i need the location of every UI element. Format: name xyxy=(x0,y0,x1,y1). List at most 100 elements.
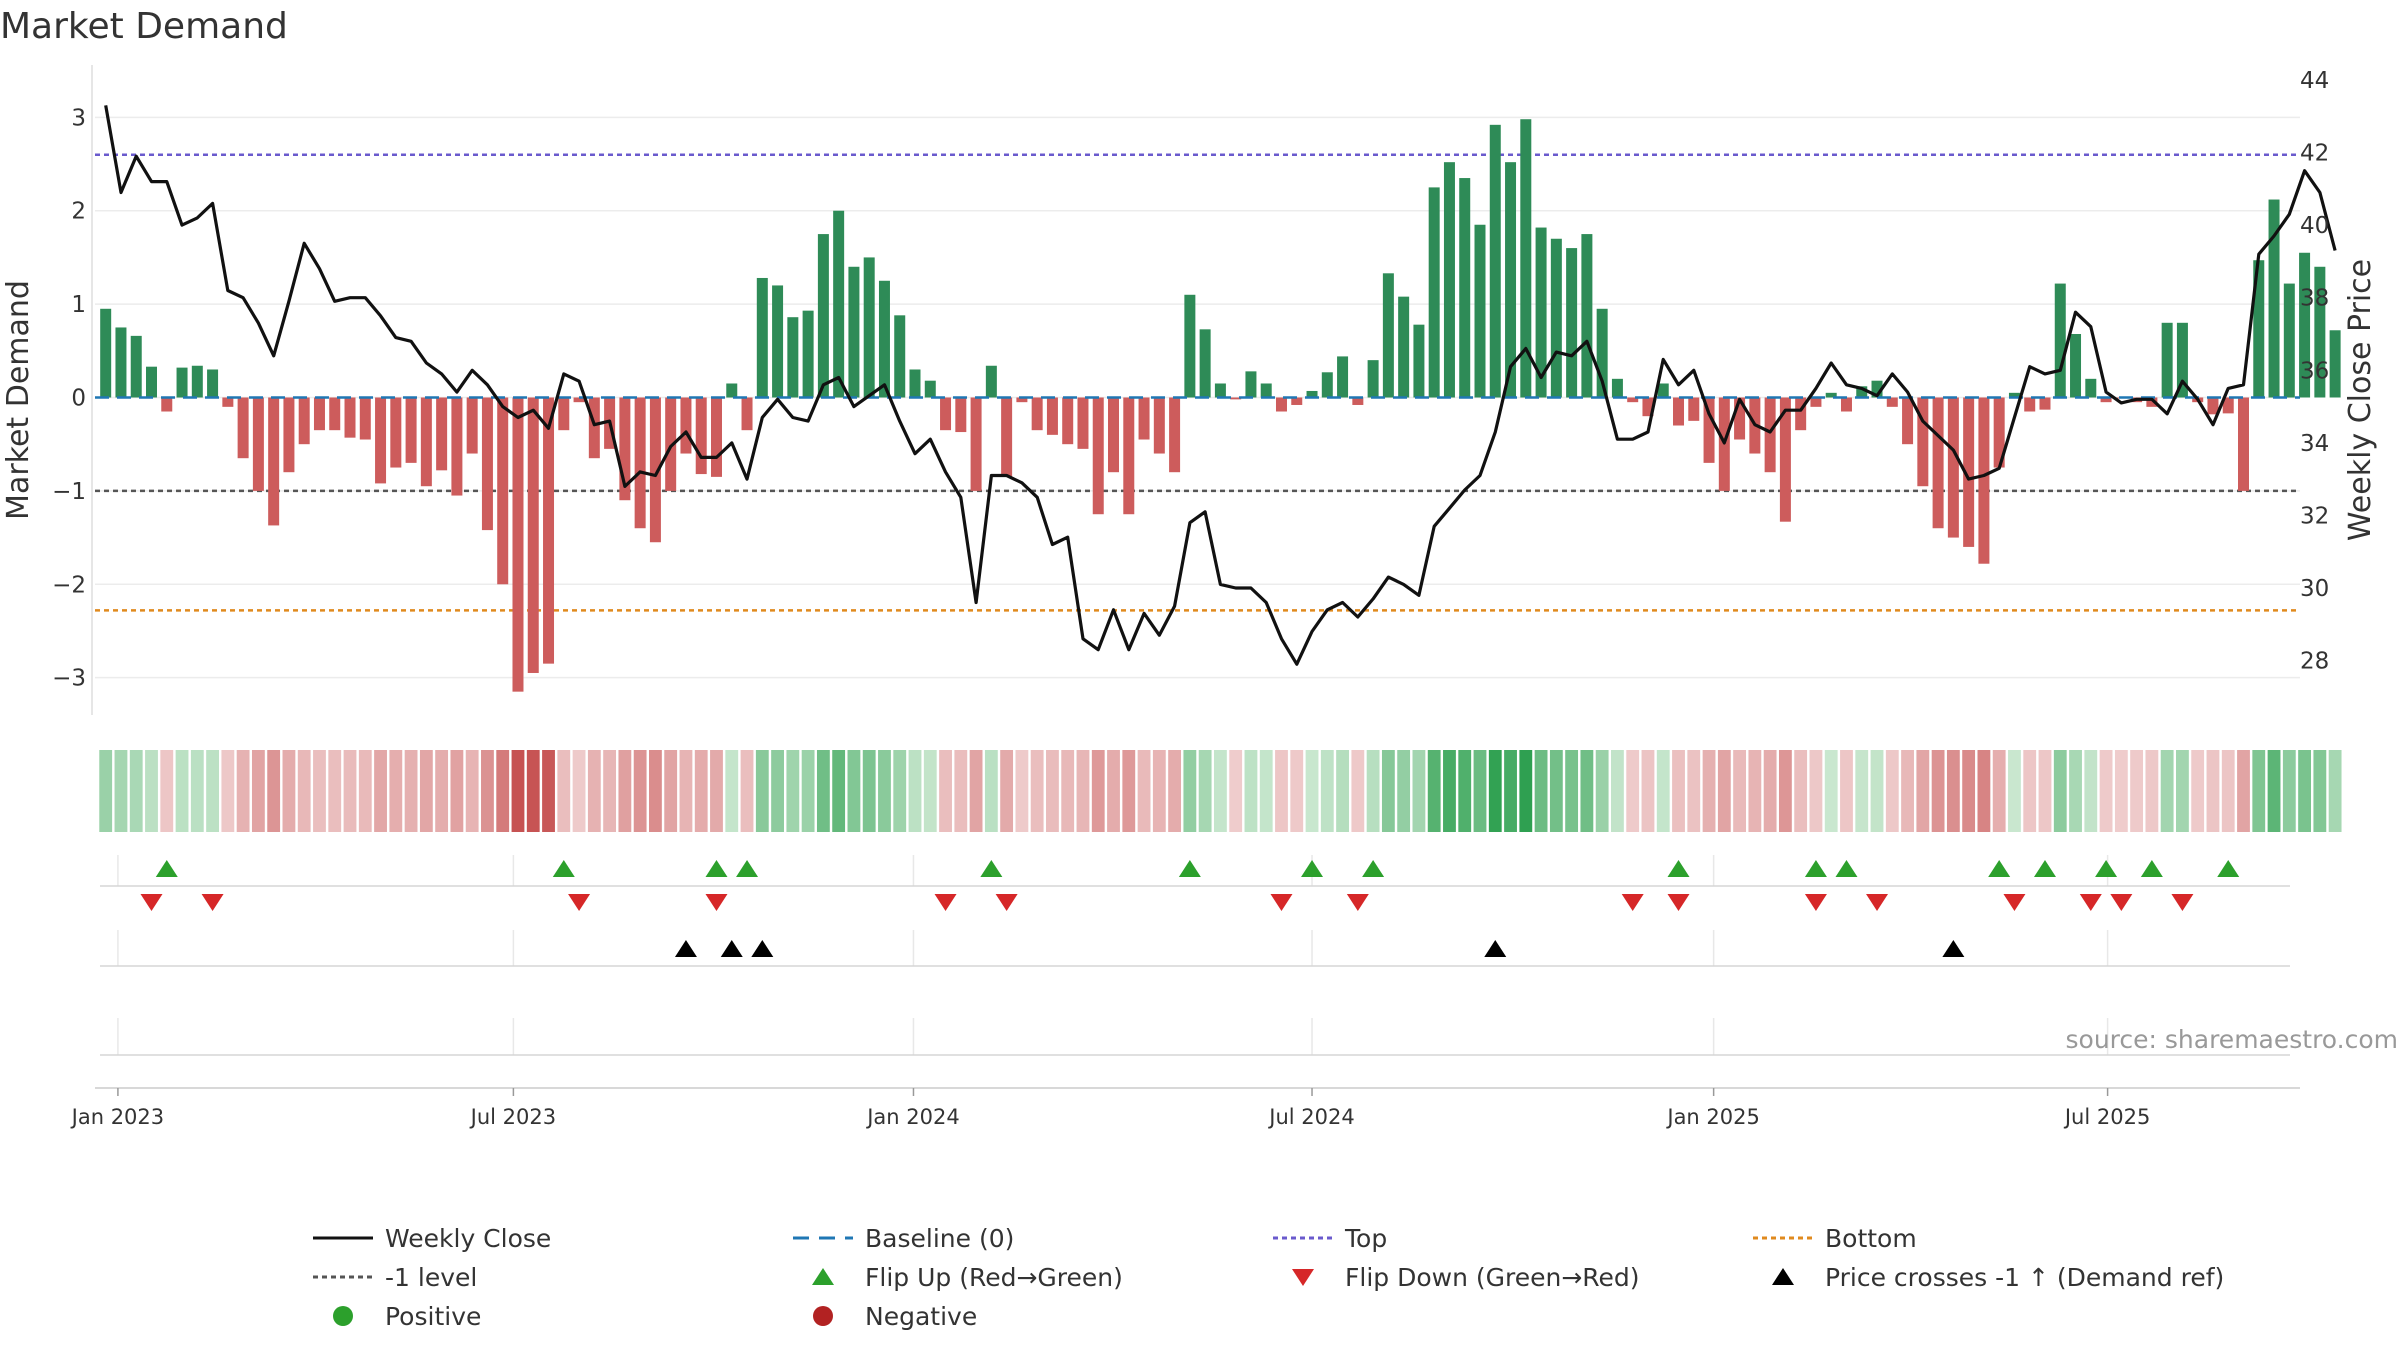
demand-bar xyxy=(1153,397,1165,454)
heatmap-cell xyxy=(267,750,281,832)
heatmap-cell xyxy=(1351,750,1365,832)
demand-bar xyxy=(940,397,952,431)
y-tick-right: 30 xyxy=(2300,576,2329,602)
heatmap-cell xyxy=(2221,750,2235,832)
heatmap-cell xyxy=(1840,750,1853,832)
heatmap-cell xyxy=(1885,750,1899,832)
price-cross-marker xyxy=(751,940,774,957)
demand-bar xyxy=(2161,322,2173,398)
heatmap-cell xyxy=(2298,750,2311,832)
demand-bar xyxy=(191,365,203,398)
x-tick-label: Jul 2023 xyxy=(469,1105,556,1129)
heatmap-cell xyxy=(908,750,922,832)
demand-bar xyxy=(283,397,295,473)
heatmap-cell xyxy=(1198,750,1212,832)
flip-down-marker xyxy=(2171,894,2194,911)
flip-up-marker xyxy=(2217,860,2240,877)
demand-bar xyxy=(1275,397,1287,412)
heatmap-cell xyxy=(664,750,678,832)
heatmap-cell xyxy=(481,750,494,832)
flip-up-marker xyxy=(980,860,1003,877)
heatmap-cell xyxy=(1381,750,1395,832)
heatmap-cell xyxy=(1061,750,1075,832)
heatmap-cell xyxy=(374,750,387,832)
y-tick-right: 42 xyxy=(2300,141,2329,167)
heatmap-cell xyxy=(1183,750,1197,832)
heatmap-cell xyxy=(954,750,968,832)
demand-bar xyxy=(1810,397,1822,407)
demand-bar xyxy=(252,397,264,491)
demand-bar xyxy=(1779,397,1791,522)
flip-up-marker xyxy=(1667,860,1690,877)
heatmap-cell xyxy=(2267,750,2281,832)
heatmap-cell xyxy=(2191,750,2205,832)
heatmap-cell xyxy=(969,750,983,832)
heatmap-cell xyxy=(1458,750,1472,832)
demand-bar xyxy=(955,397,967,433)
demand-bar xyxy=(207,369,219,398)
demand-bar xyxy=(1306,390,1318,398)
flip-down-marker xyxy=(1804,894,1827,911)
demand-bar xyxy=(2238,397,2249,491)
heatmap-cell xyxy=(1916,750,1930,832)
demand-bar xyxy=(2268,199,2280,398)
heatmap-cell xyxy=(1519,750,1533,832)
heatmap-cell xyxy=(740,750,754,832)
heatmap-cell xyxy=(618,750,632,832)
demand-bar xyxy=(1932,397,1944,529)
heatmap-cell xyxy=(725,750,739,832)
legend-label: Weekly Close xyxy=(385,1224,551,1253)
heatmap-cell xyxy=(542,750,555,832)
demand-bar xyxy=(329,397,341,431)
heatmap-cell xyxy=(1687,750,1701,832)
y-tick-right: 36 xyxy=(2300,358,2329,384)
demand-bar xyxy=(527,397,539,673)
demand-bar xyxy=(1382,273,1394,398)
heatmap-cell xyxy=(145,750,158,832)
heatmap-cell xyxy=(1030,750,1044,832)
y-axis-label-left: Market Demand xyxy=(1,280,36,520)
heatmap-cell xyxy=(648,750,662,832)
heatmap-cell xyxy=(1901,750,1914,832)
demand-bar xyxy=(451,397,463,496)
demand-bar xyxy=(1520,119,1532,398)
flip-up-marker xyxy=(1362,860,1385,877)
heatmap-cell xyxy=(893,750,907,832)
demand-bar xyxy=(1337,356,1349,398)
demand-bar xyxy=(1245,371,1257,398)
demand-bars xyxy=(95,119,2341,692)
demand-bar xyxy=(710,397,722,477)
heatmap-cell xyxy=(496,750,510,832)
signal-rows xyxy=(95,855,2300,1089)
flip-up-marker xyxy=(2095,860,2118,877)
heatmap-cell xyxy=(206,750,219,832)
heatmap-cell xyxy=(1259,750,1273,832)
demand-bar xyxy=(268,397,280,526)
demand-bar xyxy=(1108,397,1120,473)
demand-bar xyxy=(1550,238,1562,398)
heatmap-cell xyxy=(587,750,601,832)
flip-up-marker xyxy=(1835,860,1858,877)
heatmap-cell xyxy=(1672,750,1685,832)
flip-up-marker xyxy=(1988,860,2011,877)
demand-bar xyxy=(1199,329,1211,398)
demand-bar xyxy=(634,397,646,529)
legend-marker-negative xyxy=(813,1306,833,1326)
heatmap-cell xyxy=(2130,750,2144,832)
heatmap-cell xyxy=(313,750,326,832)
demand-bar xyxy=(1505,162,1517,398)
demand-bar xyxy=(924,380,936,398)
demand-bar xyxy=(1459,178,1471,398)
heatmap-cell xyxy=(1473,750,1487,832)
flip-down-marker xyxy=(1270,894,1293,911)
heatmap-cell xyxy=(297,750,311,832)
legend-marker-price-cross xyxy=(1772,1268,1794,1285)
demand-bar xyxy=(375,397,387,484)
demand-bar xyxy=(1077,397,1089,449)
demand-bar xyxy=(2085,378,2097,398)
heatmap-cell xyxy=(526,750,540,832)
demand-bar xyxy=(1398,296,1410,398)
demand-bar xyxy=(1062,397,1074,445)
heatmap-cell xyxy=(633,750,647,832)
legend-marker-positive xyxy=(333,1306,353,1326)
